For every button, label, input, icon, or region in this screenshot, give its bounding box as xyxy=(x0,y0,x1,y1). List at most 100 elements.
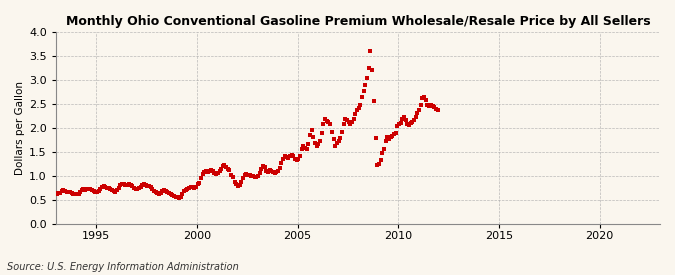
Point xyxy=(73,191,84,196)
Point xyxy=(422,103,433,107)
Point xyxy=(365,49,376,53)
Point xyxy=(142,184,153,188)
Point xyxy=(432,108,443,112)
Point xyxy=(204,169,215,173)
Point xyxy=(124,182,134,187)
Point xyxy=(398,115,409,120)
Point xyxy=(311,144,322,148)
Point xyxy=(244,173,255,177)
Point xyxy=(115,183,126,188)
Point xyxy=(148,189,159,193)
Point xyxy=(333,139,344,144)
Point xyxy=(97,185,107,189)
Point xyxy=(194,180,205,185)
Point xyxy=(369,99,379,103)
Title: Monthly Ohio Conventional Gasoline Premium Wholesale/Resale Price by All Sellers: Monthly Ohio Conventional Gasoline Premi… xyxy=(65,15,650,28)
Point xyxy=(127,184,138,189)
Point xyxy=(154,192,165,196)
Point xyxy=(415,103,426,107)
Point xyxy=(249,175,260,179)
Point xyxy=(389,131,400,136)
Point xyxy=(93,189,104,193)
Point xyxy=(256,167,267,171)
Point xyxy=(179,189,190,193)
Point xyxy=(301,147,312,151)
Point xyxy=(295,153,306,158)
Point xyxy=(132,187,142,191)
Point xyxy=(128,186,139,191)
Point xyxy=(58,188,69,192)
Point xyxy=(350,112,360,117)
Point xyxy=(291,158,302,163)
Point xyxy=(217,164,228,169)
Point xyxy=(429,104,439,109)
Point xyxy=(213,171,223,175)
Point xyxy=(304,132,315,137)
Point xyxy=(90,190,101,194)
Point xyxy=(382,134,393,139)
Point xyxy=(397,117,408,122)
Point xyxy=(251,175,262,179)
Point xyxy=(192,182,203,187)
Point xyxy=(86,188,97,192)
Point xyxy=(95,187,105,191)
Point xyxy=(303,142,314,146)
Point xyxy=(372,163,383,167)
Point xyxy=(407,120,418,124)
Point xyxy=(219,163,230,167)
Point xyxy=(76,188,87,192)
Point xyxy=(172,195,183,200)
Point xyxy=(222,167,233,171)
Point xyxy=(122,183,132,188)
Point xyxy=(358,89,369,94)
Point xyxy=(238,175,248,180)
Point xyxy=(160,189,171,193)
Point xyxy=(189,186,200,191)
Point xyxy=(265,168,275,172)
Point xyxy=(200,169,211,173)
Point xyxy=(336,130,347,134)
Point xyxy=(199,170,210,174)
Point xyxy=(266,169,277,173)
Point xyxy=(167,193,178,197)
Point xyxy=(408,118,419,122)
Point xyxy=(315,139,325,144)
Point xyxy=(165,192,176,196)
Point xyxy=(241,172,252,176)
Point xyxy=(186,185,196,189)
Point xyxy=(176,195,186,199)
Point xyxy=(88,189,99,193)
Point xyxy=(275,166,286,170)
Point xyxy=(137,183,148,188)
Point xyxy=(108,189,119,193)
Point xyxy=(342,118,352,122)
Point xyxy=(338,122,349,126)
Point xyxy=(147,187,158,191)
Point xyxy=(412,111,423,116)
Point xyxy=(82,187,92,191)
Point xyxy=(258,164,269,169)
Point xyxy=(155,191,166,195)
Point xyxy=(345,122,356,126)
Point xyxy=(308,135,319,140)
Point xyxy=(61,189,72,194)
Point xyxy=(340,117,350,122)
Point xyxy=(248,174,259,178)
Point xyxy=(392,124,403,128)
Point xyxy=(380,139,391,144)
Point xyxy=(360,82,371,87)
Point xyxy=(356,95,367,99)
Point xyxy=(300,146,310,150)
Point xyxy=(404,123,414,127)
Point xyxy=(421,98,431,102)
Point xyxy=(184,186,194,191)
Point xyxy=(362,76,373,80)
Point xyxy=(221,165,232,169)
Point xyxy=(152,191,163,195)
Point xyxy=(377,151,387,155)
Point xyxy=(227,175,238,179)
Point xyxy=(211,172,221,176)
Point xyxy=(125,183,136,188)
Point xyxy=(234,183,245,188)
Point xyxy=(400,118,411,122)
